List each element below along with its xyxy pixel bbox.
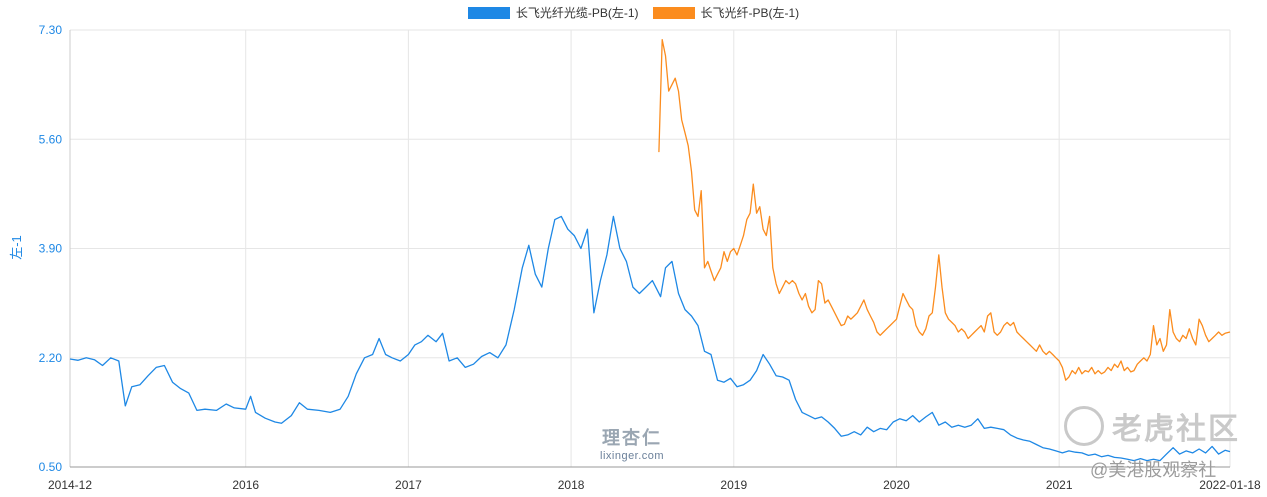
y-tick-label: 5.60 <box>39 132 63 146</box>
legend-item-series-2[interactable]: 长飞光纤-PB(左-1) <box>652 4 800 21</box>
y-tick-label: 3.90 <box>39 242 63 256</box>
legend-label: 长飞光纤光缆-PB(左-1) <box>515 6 639 20</box>
legend: 长飞光纤光缆-PB(左-1) 长飞光纤-PB(左-1) <box>0 4 1267 21</box>
y-tick-label: 7.30 <box>39 23 63 37</box>
overlay-handle: @美港股观察社 <box>1090 460 1217 480</box>
x-tick-label: 2019 <box>720 478 747 492</box>
watermark: 理杏仁 lixinger.com <box>600 424 664 462</box>
watermark-logo: 理杏仁 <box>602 428 663 448</box>
series-line-2 <box>658 38 1231 381</box>
legend-item-series-1[interactable]: 长飞光纤光缆-PB(左-1) <box>467 4 639 21</box>
x-tick-label: 2022-01-18 <box>1199 478 1261 492</box>
x-tick-label: 2017 <box>395 478 422 492</box>
x-tick-label: 2020 <box>883 478 910 492</box>
series-line-1 <box>69 215 1231 462</box>
watermark-site: lixinger.com <box>600 450 665 462</box>
legend-label: 长飞光纤-PB(左-1) <box>700 6 800 20</box>
overlay-brand: 老虎社区 <box>1064 404 1240 448</box>
y-tick-label: 0.50 <box>39 460 63 474</box>
y-tick-label: 2.20 <box>39 351 63 365</box>
brand-name: 老虎社区 <box>1112 413 1240 446</box>
x-tick-label: 2014-12 <box>48 478 92 492</box>
x-tick-label: 2016 <box>232 478 259 492</box>
x-tick-label: 2021 <box>1046 478 1073 492</box>
legend-swatch <box>467 6 510 19</box>
legend-swatch <box>652 6 695 19</box>
x-tick-label: 2018 <box>558 478 585 492</box>
brand-logo-icon <box>1064 406 1104 446</box>
